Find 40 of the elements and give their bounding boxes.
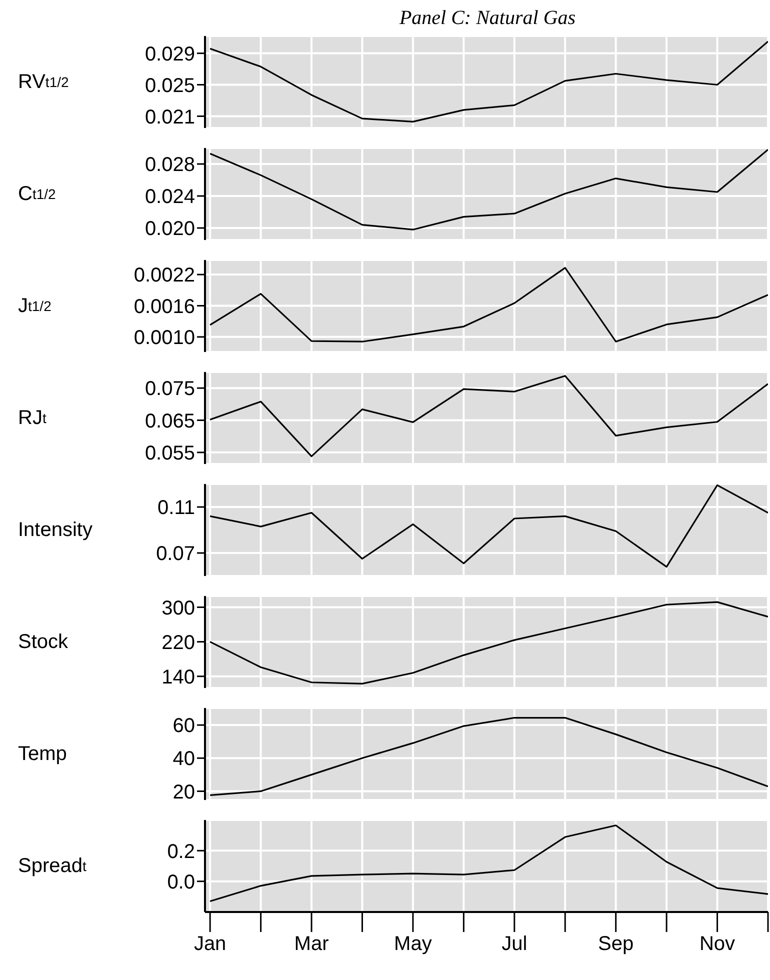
x-tick-label: Jul (502, 933, 528, 956)
x-tick-label: May (394, 933, 432, 956)
x-tick-label: Mar (294, 933, 330, 956)
y-tick-label: 60 (172, 715, 195, 738)
line-series (209, 40, 768, 123)
y-axis-title: Temp (18, 742, 67, 766)
y-tick-label: 0.029 (144, 43, 195, 66)
y-tick-label: 0.07 (156, 543, 195, 566)
y-tick-label: 0.0022 (134, 264, 195, 287)
line-series (209, 148, 768, 230)
y-tick-label: 220 (162, 632, 195, 654)
y-tick-label: 140 (162, 666, 195, 688)
y-tick-label: 0.0010 (134, 327, 195, 350)
y-tick-label: 0.11 (158, 497, 195, 520)
y-tick-label: 0.2 (167, 840, 195, 863)
y-tick-label: 0.020 (144, 218, 195, 240)
y-tick-label: 0.021 (144, 106, 195, 128)
y-tick-label: 300 (162, 597, 195, 620)
y-tick-label: 0.075 (144, 378, 195, 400)
y-tick-label: 0.055 (144, 442, 195, 465)
y-tick-label: 0.065 (144, 410, 195, 432)
y-tick-label: 0.025 (144, 74, 195, 97)
y-tick-label: 20 (172, 781, 195, 804)
x-tick-label: Sep (598, 933, 634, 956)
y-tick-label: 40 (172, 748, 195, 770)
y-tick-label: 0.024 (144, 186, 195, 208)
y-axis-title: Stock (18, 630, 68, 654)
y-tick-label: 0.0016 (134, 296, 195, 318)
line-series (209, 716, 768, 796)
line-series (209, 484, 768, 568)
y-tick-label: 0.0 (167, 871, 195, 894)
y-axis-title: Intensity (18, 518, 92, 542)
y-tick-label: 0.028 (144, 154, 195, 176)
x-tick-label: Nov (699, 933, 736, 956)
x-tick-label: Jan (194, 933, 226, 956)
line-series (209, 266, 768, 342)
line-series (209, 824, 768, 902)
line-series (209, 601, 768, 684)
line-series (209, 375, 768, 458)
chart-title: Panel C: Natural Gas (398, 7, 577, 29)
